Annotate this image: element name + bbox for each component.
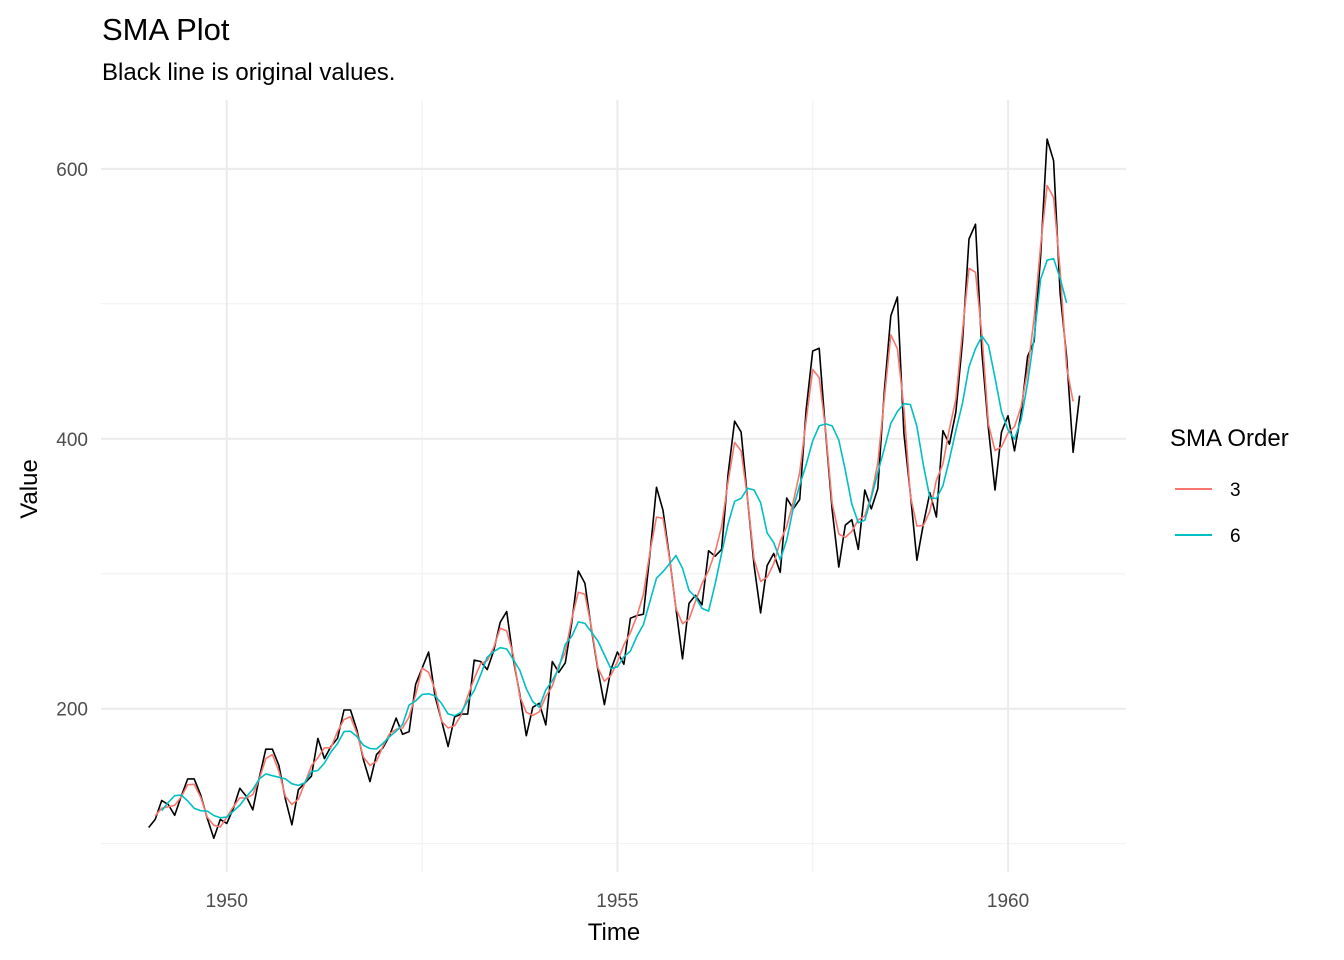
legend-label-6: 6 (1230, 526, 1241, 547)
series-line-sma-6 (161, 257, 1068, 819)
x-tick-label: 1960 (987, 891, 1029, 912)
x-tick-label: 1955 (596, 891, 638, 912)
legend: SMA Order 3 6 (1170, 425, 1289, 547)
chart-subtitle: Black line is original values. (102, 59, 396, 86)
legend-title: SMA Order (1170, 425, 1289, 452)
y-axis-title: Value (16, 459, 43, 519)
y-tick-label: 600 (56, 160, 88, 181)
chart-title: SMA Plot (102, 12, 230, 47)
series-lines (148, 138, 1081, 840)
series-line-sma-3 (154, 184, 1074, 828)
y-tick-label: 200 (56, 700, 88, 721)
series-line-original (148, 138, 1081, 840)
x-tick-label: 1950 (206, 891, 248, 912)
legend-label-3: 3 (1230, 480, 1241, 501)
x-axis-title: Time (588, 919, 640, 946)
y-axis-ticks: 200 400 600 (56, 160, 88, 721)
y-tick-label: 400 (56, 430, 88, 451)
grid-lines (101, 100, 1126, 872)
x-axis-ticks: 1950 1955 1960 (206, 891, 1030, 912)
